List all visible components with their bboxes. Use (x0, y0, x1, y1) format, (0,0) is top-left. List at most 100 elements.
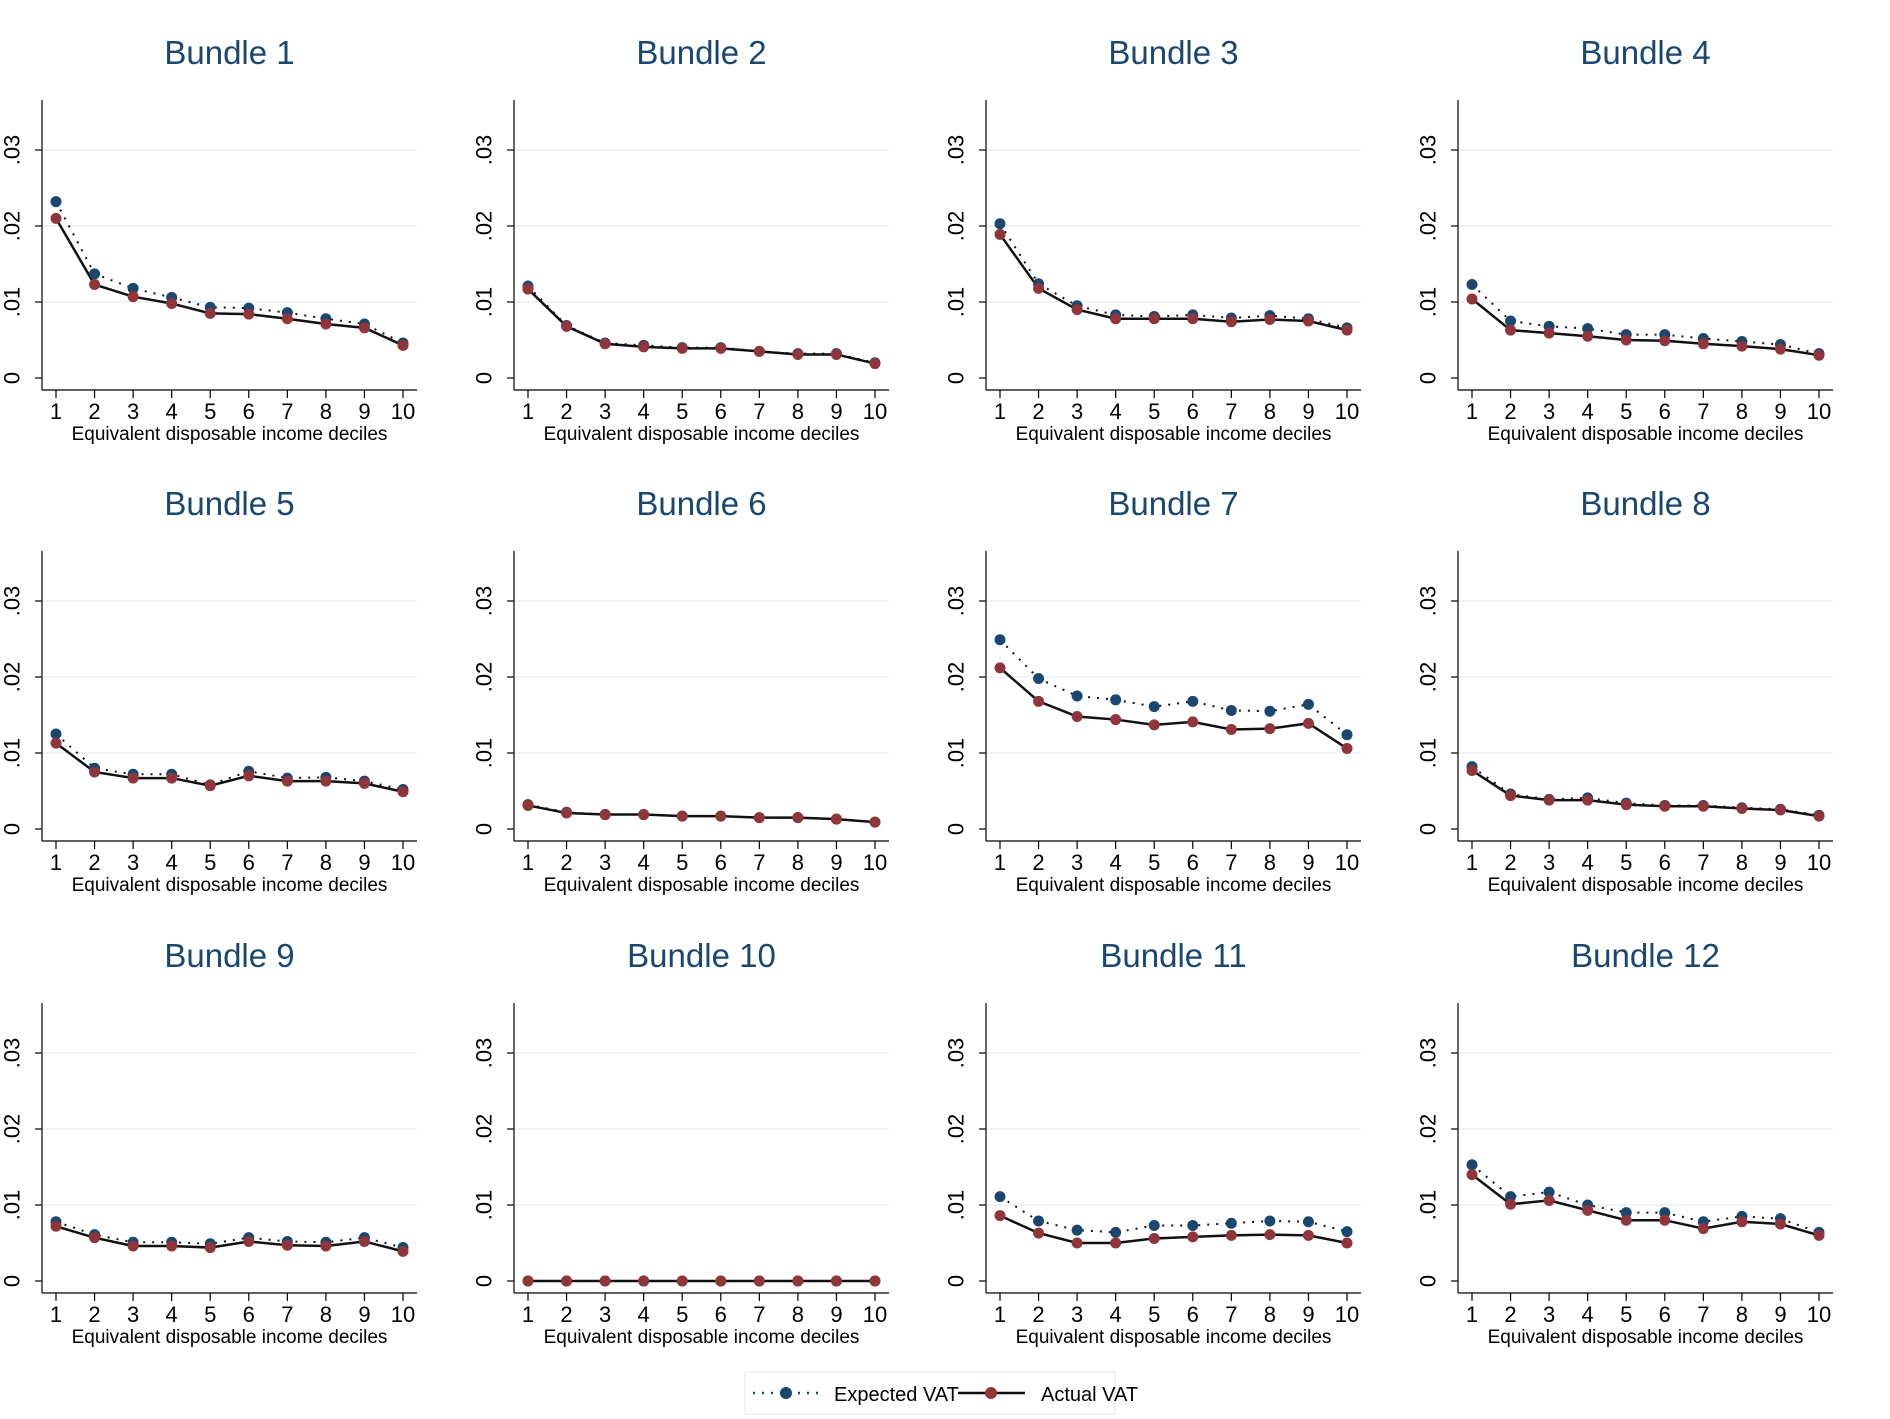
point-expected (1505, 315, 1517, 327)
point-expected (1302, 698, 1314, 710)
point-actual (522, 283, 534, 295)
x-tick-label: 4 (1582, 1302, 1594, 1327)
point-actual (599, 338, 611, 350)
x-tick-label: 1 (522, 1302, 534, 1327)
point-actual (1813, 810, 1825, 822)
x-tick-label: 2 (1032, 399, 1044, 424)
point-actual (1225, 316, 1237, 328)
point-expected (1148, 701, 1160, 713)
y-tick-label: 0 (1416, 372, 1441, 384)
point-actual (320, 775, 332, 787)
x-tick-label: 3 (1071, 399, 1083, 424)
point-actual (1225, 1229, 1237, 1241)
point-actual (1774, 1218, 1786, 1230)
y-tick-label: .01 (0, 1190, 25, 1221)
x-tick-label: 1 (50, 399, 62, 424)
point-actual (127, 291, 139, 303)
point-actual (1341, 324, 1353, 336)
point-actual (1033, 282, 1045, 294)
point-expected (1466, 279, 1478, 291)
point-actual (676, 1275, 688, 1287)
panel-title: Bundle 12 (1571, 937, 1720, 974)
point-actual (561, 320, 573, 332)
point-actual (994, 662, 1006, 674)
point-actual (1110, 1237, 1122, 1249)
point-actual (1341, 1237, 1353, 1249)
point-actual (166, 1240, 178, 1252)
point-actual (1466, 293, 1478, 305)
point-actual (397, 1245, 409, 1257)
point-actual (281, 1239, 293, 1251)
point-actual (50, 212, 62, 224)
point-actual (1110, 714, 1122, 726)
point-actual (1148, 719, 1160, 731)
y-tick-label: 0 (944, 823, 969, 835)
point-actual (1813, 1229, 1825, 1241)
point-actual (1148, 1232, 1160, 1244)
point-actual (1620, 1214, 1632, 1226)
point-actual (1187, 716, 1199, 728)
x-tick-label: 10 (1335, 399, 1359, 424)
x-tick-label: 6 (715, 399, 727, 424)
y-tick-label: .01 (0, 287, 25, 318)
point-actual (166, 772, 178, 784)
x-tick-label: 2 (560, 1302, 572, 1327)
point-actual (994, 1210, 1006, 1222)
point-expected (127, 282, 139, 294)
panel-2: Bundle 2 0 .01 .02 .03 1 2 3 4 5 6 7 8 9 10Equivalent … (472, 34, 889, 445)
point-actual (1697, 1223, 1709, 1235)
x-tick-label: 5 (1148, 1302, 1160, 1327)
x-tick-label: 4 (1110, 1302, 1122, 1327)
y-tick-label: 0 (472, 823, 497, 835)
series-line-actual (1471, 297, 1820, 357)
y-tick-label: 0 (1416, 1275, 1441, 1287)
series-line-actual (55, 742, 404, 793)
point-actual (1264, 1229, 1276, 1241)
x-tick-label: 9 (358, 1302, 370, 1327)
y-tick-label: .03 (1416, 586, 1441, 617)
panel-title: Bundle 7 (1108, 485, 1238, 522)
x-tick-label: 1 (994, 1302, 1006, 1327)
point-actual (1736, 1216, 1748, 1228)
x-tick-label: 8 (792, 1302, 804, 1327)
x-tick-label: 8 (320, 1302, 332, 1327)
y-tick-label: .03 (472, 135, 497, 166)
x-tick-label: 9 (358, 399, 370, 424)
y-tick-label: 0 (944, 372, 969, 384)
panel-7: Bundle 7 0 .01 .02 .03 1 2 3 4 5 6 7 8 9 10Equivalent … (944, 485, 1361, 896)
x-axis-title: Equivalent disposable income deciles (1016, 875, 1332, 896)
x-tick-label: 5 (1148, 850, 1160, 875)
y-tick-label: .01 (944, 1190, 969, 1221)
x-tick-label: 8 (1736, 399, 1748, 424)
x-tick-label: 10 (1807, 850, 1831, 875)
panel-title: Bundle 2 (636, 34, 766, 71)
x-tick-label: 5 (204, 850, 216, 875)
y-tick-label: 0 (0, 372, 25, 384)
point-actual (50, 1220, 62, 1232)
x-tick-label: 7 (1225, 850, 1237, 875)
point-actual (1110, 313, 1122, 325)
panel-title: Bundle 11 (1100, 937, 1246, 974)
x-axis-title: Equivalent disposable income deciles (544, 1327, 860, 1348)
point-actual (1697, 800, 1709, 812)
point-actual (1582, 794, 1594, 806)
point-actual (204, 780, 216, 792)
point-actual (320, 318, 332, 330)
x-tick-label: 4 (1582, 399, 1594, 424)
y-tick-label: .03 (472, 586, 497, 617)
x-tick-label: 2 (1504, 850, 1516, 875)
series-line-actual (1471, 769, 1820, 818)
x-tick-label: 7 (1225, 399, 1237, 424)
x-tick-label: 6 (1659, 399, 1671, 424)
panel-10: Bundle 10 0 .01 .02 .03 1 2 3 4 5 6 7 8 9 10Equivalent… (472, 937, 889, 1348)
x-tick-label: 8 (1736, 850, 1748, 875)
point-expected (1071, 690, 1083, 702)
x-tick-label: 4 (1582, 850, 1594, 875)
x-tick-label: 9 (1774, 399, 1786, 424)
point-expected (1505, 1191, 1517, 1203)
x-tick-label: 6 (1659, 1302, 1671, 1327)
panel-title: Bundle 8 (1580, 485, 1710, 522)
point-expected (1071, 1224, 1083, 1236)
point-actual (1543, 327, 1555, 339)
panel-title: Bundle 5 (164, 485, 294, 522)
